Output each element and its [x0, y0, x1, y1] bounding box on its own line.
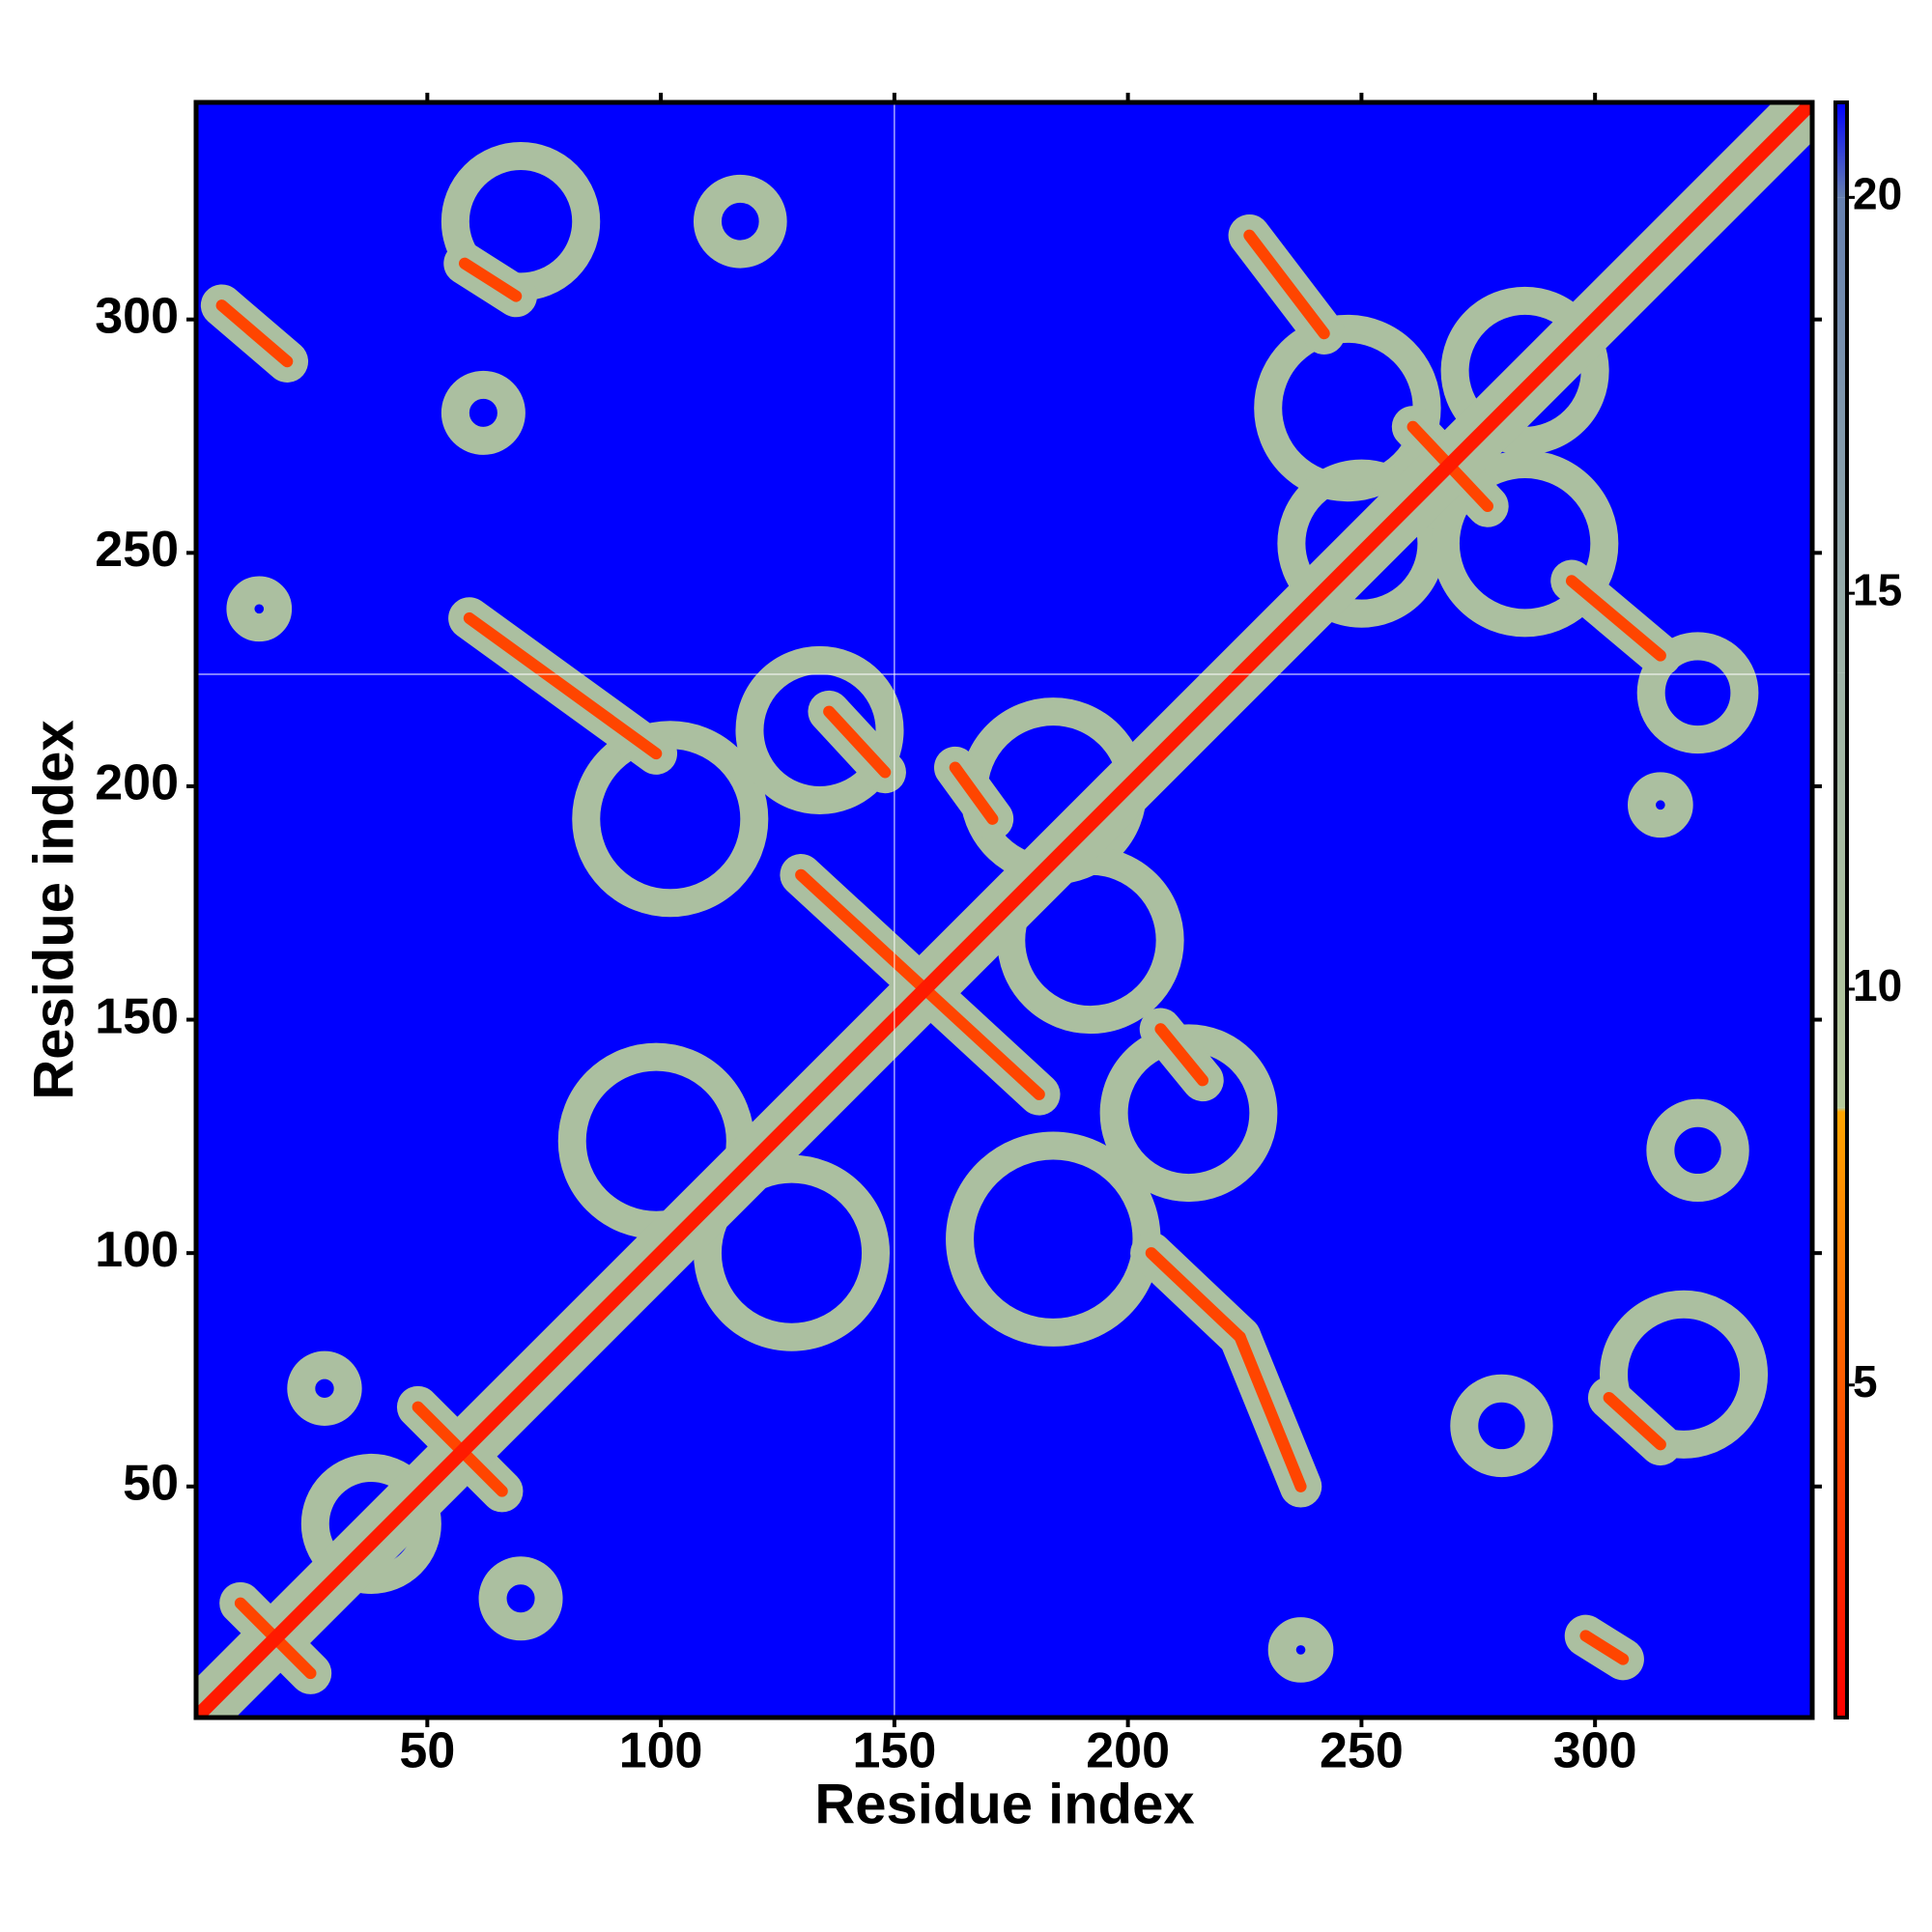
y-tick-label: 50 — [123, 1456, 179, 1512]
contact-line — [1565, 575, 1666, 662]
contact-line — [1603, 1391, 1666, 1451]
colorbar-segment — [1835, 1112, 1847, 1718]
contact-line — [458, 257, 523, 302]
colorbar-segment — [1835, 672, 1847, 1108]
contact-ring — [1599, 1290, 1769, 1459]
x-tick-label: 50 — [399, 1723, 455, 1779]
contact-line — [1234, 1331, 1307, 1492]
colorbar-segment — [1835, 1107, 1847, 1112]
colorbar-tick-label: 10 — [1853, 960, 1902, 1010]
plot-frame — [193, 99, 1815, 1720]
y-tick-label: 250 — [95, 522, 179, 578]
plot-area — [196, 102, 1812, 1718]
contact-ring — [1636, 632, 1759, 754]
contact-ring — [572, 721, 769, 918]
colorbar-segment — [1835, 102, 1847, 198]
colorbar-tick-label: 20 — [1853, 169, 1902, 219]
contact-ring — [1628, 772, 1693, 838]
x-tick-label: 150 — [852, 1723, 936, 1779]
contact-ring — [1267, 1617, 1334, 1683]
colorbar-segment — [1835, 197, 1847, 673]
contact-ring — [287, 1350, 362, 1427]
contact-ring — [478, 1556, 563, 1641]
contact-ring — [440, 370, 526, 455]
colorbar-tick-label: 15 — [1853, 564, 1902, 614]
contact-ring — [226, 576, 293, 642]
contact-line — [215, 299, 294, 368]
y-tick-label: 300 — [95, 288, 179, 344]
x-tick-label: 100 — [619, 1723, 703, 1779]
contact-ring — [1450, 1374, 1553, 1478]
contact-ring — [1440, 286, 1609, 455]
contact-line — [1243, 229, 1330, 340]
y-tick-label: 150 — [95, 988, 179, 1044]
y-tick-label: 200 — [95, 755, 179, 811]
contact-ring — [693, 174, 787, 269]
contact-line — [1145, 1247, 1246, 1344]
y-axis-label: Residue index — [22, 720, 85, 1099]
contact-line — [1154, 1023, 1209, 1087]
colorbar-frame — [1833, 100, 1849, 1719]
contact-ring — [1646, 1098, 1749, 1203]
contact-ring — [693, 1154, 891, 1351]
contact-ring — [735, 645, 904, 814]
contact-line — [1579, 1630, 1630, 1665]
contact-line — [463, 611, 663, 760]
diagonal-line — [196, 102, 1812, 1718]
colorbar-tick-label: 5 — [1853, 1356, 1878, 1406]
contact-ring — [1431, 449, 1619, 638]
x-tick-label: 250 — [1320, 1723, 1404, 1779]
contact-line — [823, 705, 892, 779]
x-tick-label: 200 — [1086, 1723, 1170, 1779]
contact-line — [949, 761, 999, 825]
y-tick-label: 100 — [95, 1222, 179, 1278]
x-axis-label: Residue index — [814, 1773, 1194, 1835]
x-tick-label: 300 — [1553, 1723, 1637, 1779]
